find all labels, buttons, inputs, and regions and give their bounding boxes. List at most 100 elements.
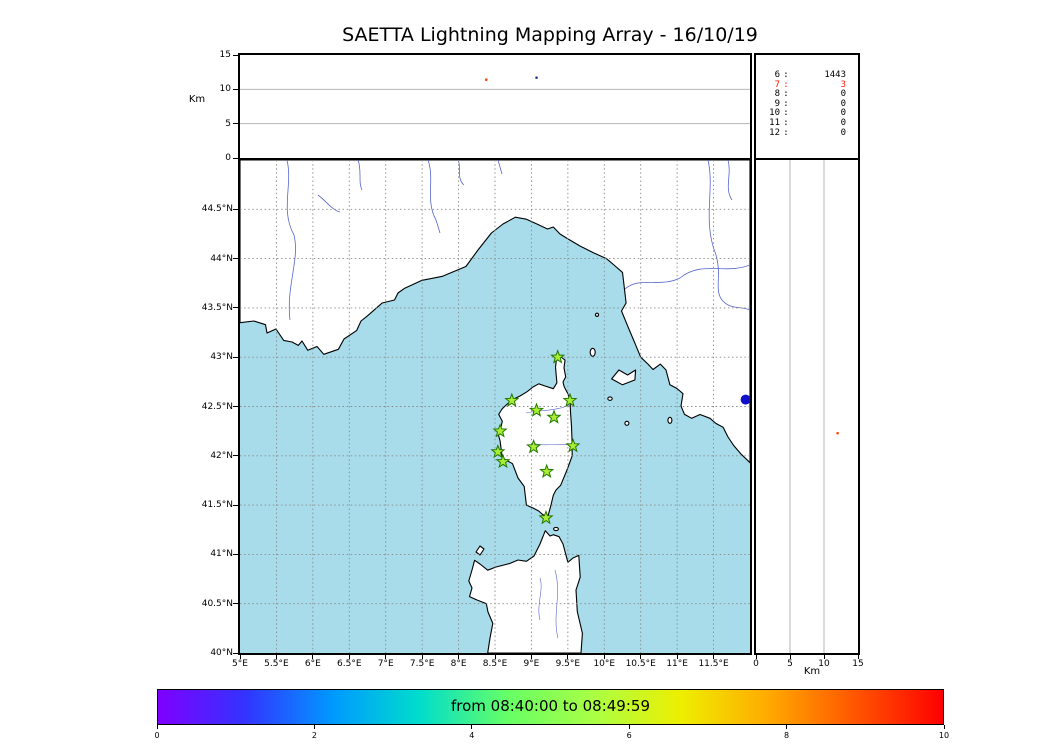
- tick-mark: [471, 725, 473, 729]
- station-count-separator: :: [783, 89, 789, 100]
- mainland-coast: [240, 160, 750, 464]
- altitude-tick-label: 10: [818, 659, 830, 669]
- longitude-tick-label: 5°E: [232, 659, 248, 669]
- river: [286, 160, 296, 321]
- longitude-tick-label: 8.5°E: [482, 659, 508, 669]
- tick-mark: [233, 157, 238, 159]
- tick-mark: [494, 655, 496, 659]
- longitude-tick-label: 11°E: [666, 659, 688, 669]
- tick-mark: [823, 655, 825, 659]
- altitude-tick-label: 15: [852, 659, 864, 669]
- altitude-latitude-panel: [754, 158, 860, 655]
- giglio-island: [667, 416, 673, 424]
- station-star: [550, 349, 566, 364]
- station-star: [546, 409, 562, 424]
- tick-mark: [233, 258, 238, 260]
- station-count-row: 9: 0: [764, 99, 846, 110]
- latitude-tick-label: 42°N: [210, 450, 233, 461]
- station-count-panel: 6: 1443 7: 3 8: 0 9: 0 10: 0 11: 0 12: 0: [754, 53, 860, 160]
- station-count-level: 12: [769, 127, 780, 138]
- station-count-row: 10: 0: [764, 109, 846, 119]
- tick-mark: [530, 655, 532, 659]
- river: [727, 160, 733, 201]
- station-count-separator: :: [783, 127, 789, 138]
- river: [457, 160, 465, 186]
- capraia-island: [589, 347, 596, 357]
- colorbar-tick-label: 0: [154, 731, 160, 740]
- tick-mark: [857, 655, 859, 659]
- colorbar-tick-label: 4: [469, 731, 475, 740]
- tick-mark: [943, 725, 945, 729]
- colorbar-tick-label: 10: [938, 731, 950, 740]
- longitude-tick-label: 8°E: [450, 659, 467, 669]
- colorbar-tick-label: 8: [784, 731, 790, 740]
- station-count-row: 12: 0: [764, 127, 846, 139]
- altitude-axis-label-top: Km: [188, 94, 206, 105]
- latitude-tick-label: 40.5°N: [201, 598, 233, 609]
- tick-mark: [233, 455, 238, 457]
- landmass: [240, 160, 750, 653]
- lightning-source-point: [484, 78, 488, 82]
- sardinia-coast: [468, 530, 583, 653]
- river: [427, 160, 441, 234]
- tick-mark: [233, 123, 238, 125]
- station-star: [526, 438, 542, 454]
- lightning-source-point: [836, 431, 839, 435]
- altitude-longitude-panel: [238, 53, 752, 160]
- station-count-value: 0: [840, 108, 846, 119]
- river: [357, 160, 363, 191]
- stations-layer: [490, 349, 581, 525]
- river: [624, 264, 750, 290]
- longitude-tick-label: 9.5°E: [555, 659, 581, 669]
- lightning-source-point: [535, 76, 538, 79]
- station-count-row: 8: 0: [764, 90, 846, 100]
- station-count-value: 0: [840, 117, 846, 128]
- tick-mark: [421, 655, 423, 659]
- pianosa-island: [607, 396, 613, 401]
- colorbar-tick-label: 6: [626, 731, 632, 740]
- tick-mark: [312, 655, 314, 659]
- tick-mark: [233, 406, 238, 407]
- elba-island: [611, 369, 637, 386]
- station-star: [565, 437, 581, 453]
- longitude-tick-label: 6.5°E: [337, 659, 362, 669]
- station-star: [539, 463, 555, 478]
- tick-mark: [755, 655, 757, 659]
- station-count-value: 3: [840, 79, 846, 90]
- station-count-level: 6: [774, 70, 780, 80]
- station-count-level: 8: [774, 89, 780, 100]
- tick-mark: [348, 655, 350, 659]
- tick-mark: [233, 88, 238, 90]
- colorbar-time-range-label: from 08:40:00 to 08:49:59: [450, 697, 650, 715]
- station-star: [504, 392, 520, 407]
- tick-mark: [640, 655, 642, 659]
- river: [707, 160, 750, 311]
- longitude-tick-label: 9°E: [523, 659, 540, 669]
- station-count-row: 6: 1443: [764, 70, 846, 81]
- tick-mark: [628, 725, 630, 729]
- station-star: [490, 443, 506, 459]
- lightning-points-layer: [740, 394, 750, 405]
- tick-mark: [275, 655, 277, 659]
- tick-mark: [233, 54, 238, 56]
- station-star: [495, 453, 511, 469]
- altitude-axis-label-right: Km: [803, 666, 821, 677]
- maddalena-island: [553, 526, 559, 532]
- tick-mark: [156, 725, 158, 729]
- tick-mark: [458, 655, 460, 659]
- longitude-tick-label: 7°E: [377, 659, 394, 669]
- tick-mark: [567, 655, 569, 659]
- map-panel: [238, 158, 752, 655]
- altitude-longitude-plot: [240, 76, 750, 125]
- altitude-tick-label: 15: [219, 50, 231, 60]
- gorgona-island: [594, 312, 600, 317]
- tick-mark: [676, 655, 678, 659]
- station-count-separator: :: [783, 70, 789, 80]
- tick-mark: [233, 652, 238, 654]
- montecristo-island: [624, 420, 630, 426]
- longitude-tick-label: 7.5°E: [409, 659, 435, 669]
- tick-mark: [233, 603, 238, 605]
- station-count-value: 1443: [824, 70, 846, 80]
- river: [538, 577, 542, 621]
- grid-layer: [240, 160, 750, 653]
